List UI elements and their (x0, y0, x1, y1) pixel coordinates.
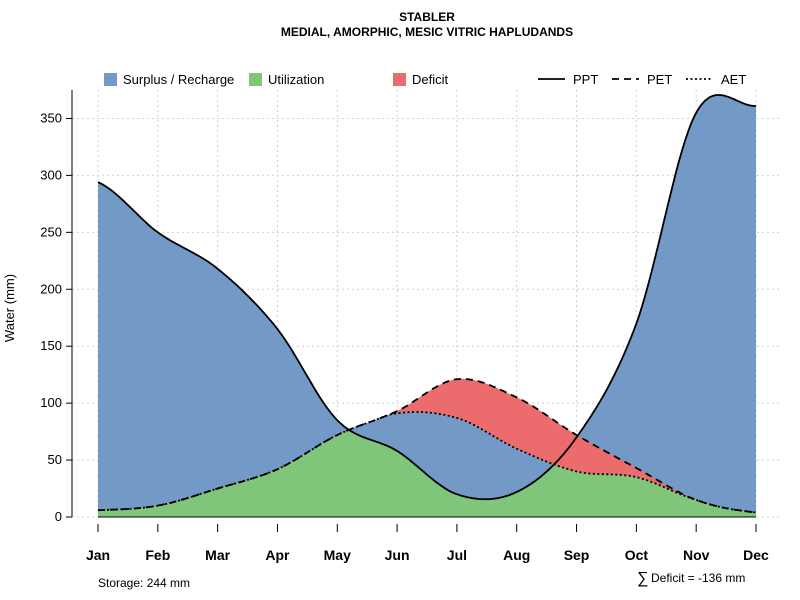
legend-swatch-0 (104, 73, 117, 86)
axes: 0 50 100 150 200 250 300 350 Jan Feb Mar Apr May Jun J… (40, 90, 769, 563)
y-axis-label: Water (mm) (2, 274, 17, 342)
y-tick-label-6: 300 (40, 167, 62, 182)
deficit-gap-area (98, 378, 756, 513)
x-tick-label-feb: Feb (145, 547, 170, 563)
y-tick-label-3: 150 (40, 338, 62, 353)
x-tick-label-jun: Jun (385, 547, 410, 563)
y-tick-label-0: 0 (55, 509, 62, 524)
y-tick-label-7: 350 (40, 110, 62, 125)
legend: Surplus / Recharge Utilization Deficit PPT P… (104, 72, 746, 87)
surplus-recharge-area (98, 95, 756, 517)
legend-swatch-2 (393, 73, 406, 86)
x-tick-label-jan: Jan (86, 547, 110, 563)
x-tick-label-oct: Oct (625, 547, 649, 563)
chart-title: STABLER (399, 10, 455, 24)
x-tick-label-may: May (324, 547, 351, 563)
water-balance-lines (97, 94, 757, 514)
utilization-area (98, 430, 756, 517)
ppt-line (97, 94, 757, 501)
legend-line-label-ppt: PPT (573, 72, 598, 87)
legend-line-label-pet: PET (647, 72, 672, 87)
water-balance-areas (98, 95, 756, 517)
aet-line (97, 411, 757, 514)
x-tick-label-apr: Apr (265, 547, 290, 563)
sum-symbol: ∑ (637, 570, 648, 587)
x-tick-label-sep: Sep (564, 547, 590, 563)
legend-line-label-aet: AET (721, 72, 746, 87)
legend-swatch-1 (249, 73, 262, 86)
legend-label-1: Utilization (268, 72, 324, 87)
legend-label-0: Surplus / Recharge (123, 72, 234, 87)
recharge-overlap-area (98, 378, 756, 513)
chart-subtitle: MEDIAL, AMORPHIC, MESIC VITRIC HAPLUDAND… (281, 25, 573, 39)
x-tick-label-nov: Nov (683, 547, 710, 563)
y-tick-label-4: 200 (40, 281, 62, 296)
legend-label-2: Deficit (412, 72, 449, 87)
x-tick-label-aug: Aug (503, 547, 530, 563)
y-tick-label-1: 50 (48, 452, 62, 467)
x-tick-label-dec: Dec (743, 547, 769, 563)
deficit-note: Deficit = -136 mm (651, 571, 745, 585)
x-tick-label-jul: Jul (447, 547, 467, 563)
pet-line (97, 377, 757, 514)
x-tick-label-mar: Mar (205, 547, 230, 563)
y-tick-label-5: 250 (40, 224, 62, 239)
storage-note: Storage: 244 mm (98, 576, 190, 590)
y-tick-label-2: 100 (40, 395, 62, 410)
